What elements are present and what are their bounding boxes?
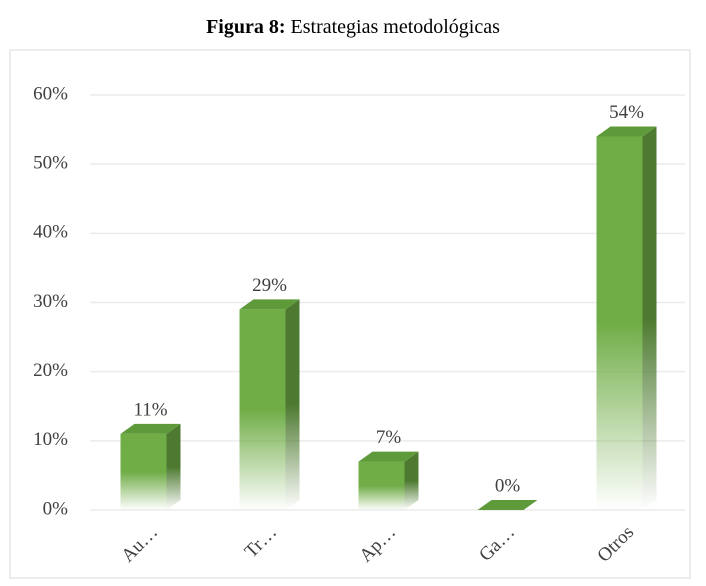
y-tick-label: 20% bbox=[33, 360, 68, 381]
y-tick-label: 10% bbox=[33, 429, 68, 450]
bar bbox=[239, 309, 286, 510]
bar-top bbox=[358, 451, 419, 462]
bar bbox=[596, 136, 643, 510]
y-tick-label: 30% bbox=[33, 291, 68, 312]
bar-top bbox=[120, 423, 181, 434]
bar-top bbox=[239, 299, 300, 310]
bar-side bbox=[166, 423, 181, 510]
y-tick-label: 50% bbox=[33, 153, 68, 174]
value-label: 11% bbox=[133, 399, 167, 420]
value-label: 54% bbox=[609, 102, 644, 123]
chart-border bbox=[9, 49, 691, 579]
bar bbox=[120, 433, 167, 510]
bar bbox=[358, 461, 405, 510]
bar-side bbox=[404, 451, 419, 510]
value-label: 0% bbox=[495, 475, 521, 496]
value-label: 29% bbox=[252, 275, 287, 296]
bar-side bbox=[642, 126, 657, 510]
bar-side bbox=[285, 299, 300, 510]
value-label: 7% bbox=[376, 427, 402, 448]
y-tick-label: 0% bbox=[43, 498, 69, 519]
title-text: Estrategias metodológicas bbox=[291, 16, 501, 38]
figure-label: Figura 8: bbox=[206, 16, 285, 38]
y-tick-label: 40% bbox=[33, 222, 68, 243]
bar-top bbox=[596, 126, 657, 137]
chart-title: Figura 8: Estrategias metodológicas bbox=[206, 16, 500, 38]
y-tick-label: 60% bbox=[33, 83, 68, 104]
bar-top bbox=[477, 500, 538, 510]
